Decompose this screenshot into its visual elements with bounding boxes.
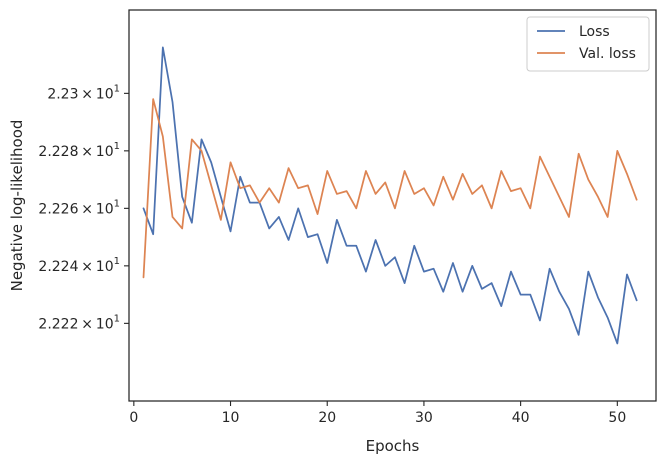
plot-frame bbox=[128, 9, 657, 402]
legend: Loss Val. loss bbox=[526, 16, 650, 72]
x-tick-label: 0 bbox=[129, 410, 138, 426]
series-line-1 bbox=[142, 98, 638, 279]
y-tick-label: 2.222 × 101 bbox=[38, 313, 120, 332]
y-tick-exponent: 1 bbox=[114, 313, 120, 324]
y-tick-base: 2.226 × 10 bbox=[38, 201, 113, 217]
x-axis-label: Epochs bbox=[366, 437, 420, 455]
series-line-0 bbox=[142, 46, 638, 345]
x-tick-label: 50 bbox=[608, 410, 626, 426]
y-tick-label: 2.23 × 101 bbox=[47, 83, 120, 102]
y-tick-exponent: 1 bbox=[114, 198, 120, 209]
x-tick-label: 10 bbox=[222, 410, 240, 426]
legend-label: Loss bbox=[579, 24, 610, 40]
x-tick-label: 30 bbox=[415, 410, 433, 426]
y-tick-exponent: 1 bbox=[114, 256, 120, 267]
x-tick-label: 20 bbox=[318, 410, 336, 426]
y-tick-base: 2.228 × 10 bbox=[38, 144, 113, 160]
y-tick-base: 2.224 × 10 bbox=[38, 259, 113, 275]
y-tick-label: 2.224 × 101 bbox=[38, 256, 120, 275]
y-tick-base: 2.222 × 10 bbox=[38, 316, 113, 332]
y-tick-label: 2.228 × 101 bbox=[38, 141, 120, 160]
y-tick-exponent: 1 bbox=[114, 83, 120, 94]
series-layer bbox=[142, 46, 638, 345]
y-axis-label: Negative log-likelihood bbox=[8, 120, 26, 292]
y-tick-exponent: 1 bbox=[114, 141, 120, 152]
y-tick-label: 2.226 × 101 bbox=[38, 198, 120, 217]
legend-label: Val. loss bbox=[579, 46, 636, 62]
y-tick-base: 2.23 × 10 bbox=[47, 86, 113, 102]
x-axis-ticks: 0 10 20 30 40 50 bbox=[129, 401, 626, 426]
x-tick-label: 40 bbox=[512, 410, 530, 426]
